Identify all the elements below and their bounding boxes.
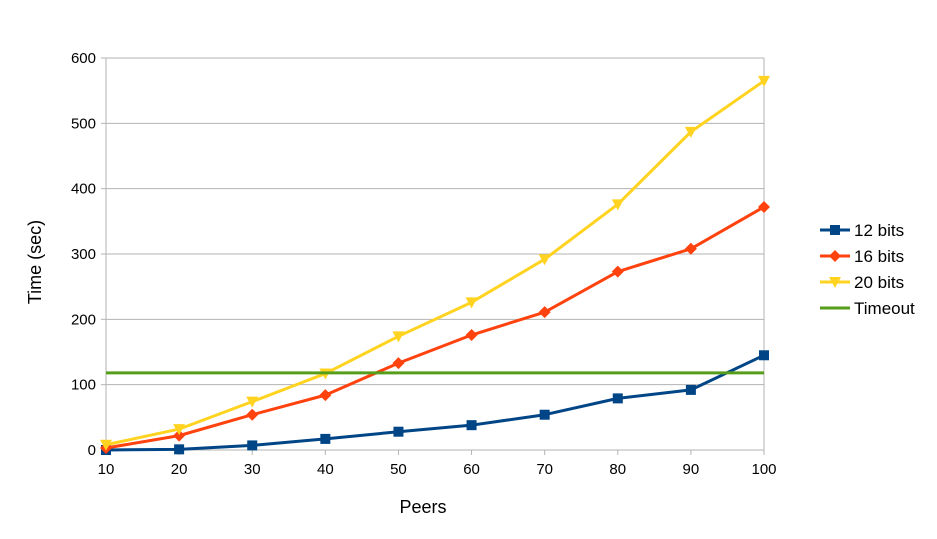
legend-item: 20 bits (820, 273, 904, 292)
data-point (611, 265, 624, 278)
data-point (173, 429, 186, 442)
x-tick-label: 10 (98, 461, 115, 478)
y-axis-title: Time (sec) (25, 220, 45, 304)
series-line (105, 205, 765, 450)
y-tick-label: 500 (71, 115, 96, 132)
data-point (539, 409, 550, 420)
data-point (538, 306, 551, 319)
data-point (319, 389, 332, 402)
series-line (105, 79, 765, 447)
x-tick-label: 70 (536, 461, 553, 478)
legend-label: 16 bits (854, 247, 904, 266)
y-tick-label: 200 (71, 311, 96, 328)
data-point (465, 297, 478, 309)
data-point (173, 424, 186, 436)
data-point (759, 350, 769, 361)
data-point (685, 384, 696, 395)
y-tick-label: 400 (71, 181, 96, 198)
y-tick-label: 100 (71, 377, 96, 394)
legend-label: 12 bits (854, 221, 904, 240)
series-20-bits (100, 75, 770, 451)
legend-item: 16 bits (820, 247, 904, 266)
x-tick-label: 40 (317, 461, 334, 478)
y-tick-label: 300 (71, 246, 96, 263)
data-point (465, 329, 478, 342)
legend-item: Timeout (820, 299, 915, 318)
grid-lines (106, 57, 764, 451)
x-tick-label: 60 (463, 461, 480, 478)
y-tick-label: 0 (88, 442, 96, 459)
x-axis-title: Peers (399, 497, 446, 517)
tick-labels: 0 100 200 300 400 500 600 10 20 30 40 50 60 70 80 90 100 (71, 50, 777, 478)
legend-item: 12 bits (820, 221, 904, 240)
data-point (392, 357, 405, 370)
x-tick-label: 100 (751, 461, 776, 478)
legend-marker (829, 250, 841, 262)
data-point (758, 200, 770, 213)
x-tick-label: 90 (683, 461, 700, 478)
data-point (246, 408, 259, 421)
legend-label: 20 bits (854, 273, 904, 292)
legend: 12 bits 16 bits 20 bits Timeout (820, 221, 915, 318)
series-12-bits (101, 350, 769, 455)
data-point (393, 426, 404, 437)
y-tick-label: 600 (71, 50, 96, 67)
data-point (466, 420, 477, 431)
series-layer (100, 75, 770, 455)
data-point (611, 199, 624, 211)
data-point (247, 440, 258, 451)
legend-marker (830, 225, 840, 235)
series-line (105, 353, 765, 452)
data-point (100, 439, 112, 451)
legend-label: Timeout (854, 299, 915, 318)
data-point (320, 433, 331, 444)
data-point (684, 242, 697, 255)
data-point (538, 254, 551, 266)
data-point (246, 396, 259, 408)
x-tick-label: 20 (171, 461, 188, 478)
x-tick-label: 30 (244, 461, 261, 478)
data-point (392, 331, 405, 343)
data-point (612, 393, 623, 404)
data-point (174, 444, 185, 455)
axes (101, 57, 765, 455)
x-tick-label: 80 (609, 461, 626, 478)
data-point (684, 126, 697, 138)
series-16-bits (100, 200, 770, 455)
data-point (758, 75, 770, 87)
legend-marker (829, 277, 841, 288)
x-tick-label: 50 (390, 461, 407, 478)
